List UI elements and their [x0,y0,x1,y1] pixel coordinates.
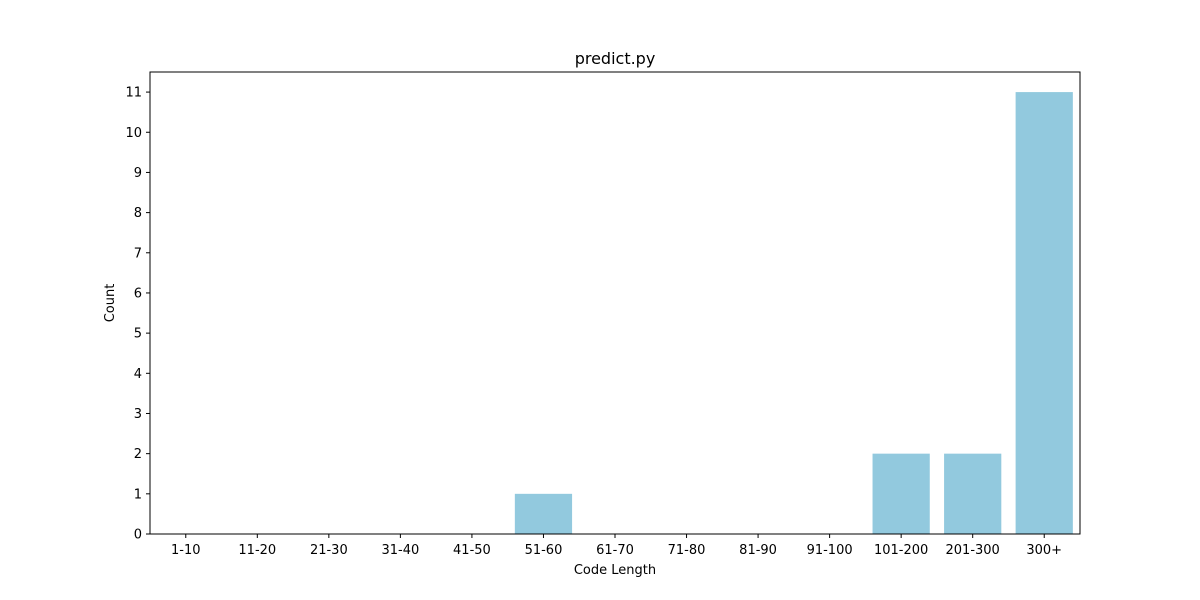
y-tick-label: 6 [134,286,142,301]
x-axis-label: Code Length [574,563,656,578]
x-tick-label: 71-80 [668,543,706,558]
y-tick-label: 2 [134,447,142,462]
x-tick-label: 101-200 [874,543,928,558]
x-tick-label: 201-300 [946,543,1000,558]
x-tick-label: 41-50 [453,543,491,558]
x-tick-label: 91-100 [807,543,853,558]
x-tick-label: 1-10 [171,543,201,558]
y-axis-label: Count [103,284,118,323]
y-tick-label: 3 [134,407,142,422]
y-tick-label: 11 [125,86,142,101]
y-tick-label: 10 [125,126,142,141]
x-tick-label: 51-60 [525,543,563,558]
bar-201-300 [944,453,1002,534]
bar-300+ [1015,92,1073,534]
y-tick-label: 8 [134,206,142,221]
y-tick-label: 4 [134,367,142,382]
chart-title: predict.py [575,49,656,68]
bar-101-200 [872,453,930,534]
y-tick-label: 0 [134,528,142,543]
x-axis-ticks: 1-10 11-20 21-30 31-40 41-50 51-60 61-70 71-80 8… [171,534,1062,558]
x-tick-label: 61-70 [596,543,634,558]
bar-51-60 [514,493,573,534]
x-tick-label: 21-30 [310,543,348,558]
bars-group [514,92,1073,534]
y-tick-label: 1 [134,487,142,502]
y-axis-ticks: 0 1 2 3 4 5 6 7 8 9 10 11 [125,86,150,543]
y-tick-label: 7 [134,246,142,261]
plot-frame [149,71,1081,535]
x-tick-label: 81-90 [739,543,777,558]
x-tick-label: 31-40 [381,543,419,558]
x-tick-label: 300+ [1026,543,1062,558]
y-tick-label: 5 [134,327,142,342]
x-tick-label: 11-20 [238,543,276,558]
y-tick-label: 9 [134,166,142,181]
